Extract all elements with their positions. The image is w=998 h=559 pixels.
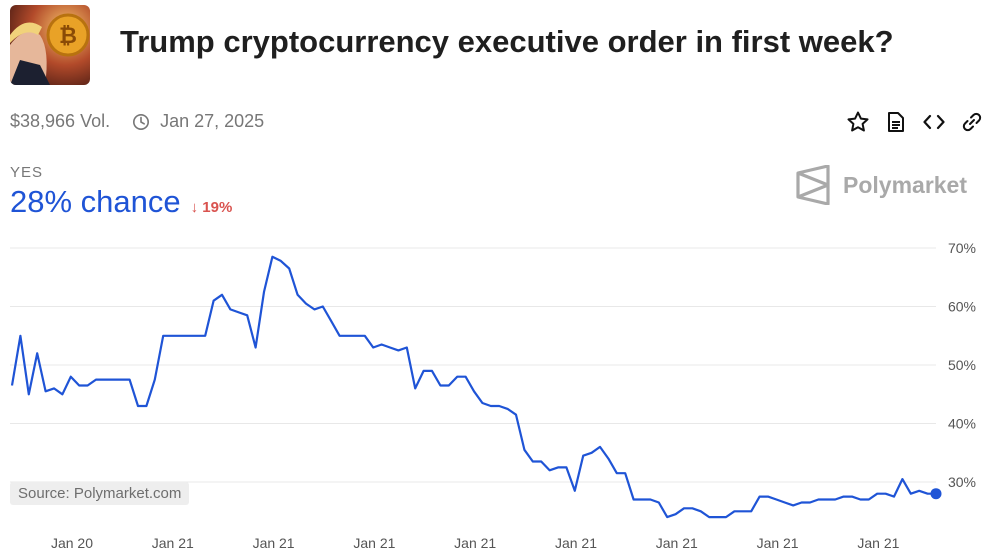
document-icon	[888, 112, 904, 132]
polymarket-logo-icon	[796, 165, 830, 205]
x-tick-label: Jan 21	[656, 535, 698, 551]
y-tick-label: 60%	[948, 299, 976, 315]
chance-row: 28% chance ↓ 19%	[10, 184, 232, 220]
code-icon	[923, 114, 945, 130]
y-tick-label: 50%	[948, 357, 976, 373]
x-tick-label: Jan 21	[555, 535, 597, 551]
probability-chart: 70% 60% 50% 40% 30% Jan 20 Jan 21 Jan 21 Jan 21 J…	[10, 240, 976, 551]
x-tick-label: Jan 20	[51, 535, 93, 551]
x-tick-label: Jan 21	[152, 535, 194, 551]
x-tick-label: Jan 21	[353, 535, 395, 551]
clock-icon	[133, 113, 150, 130]
x-tick-label: Jan 21	[454, 535, 496, 551]
end-date-label: Jan 27, 2025	[160, 111, 265, 131]
svg-text:₿: ₿	[59, 24, 77, 49]
star-icon	[847, 111, 869, 132]
source-label: Source: Polymarket.com	[10, 482, 190, 505]
outcome-label: YES	[10, 164, 44, 181]
y-tick-label: 70%	[948, 240, 976, 256]
series-line	[10, 255, 936, 519]
rules-button[interactable]	[884, 110, 908, 134]
chance-change: ↓ 19%	[191, 199, 233, 216]
polymarket-logo: Polymarket	[795, 165, 967, 205]
market-meta: $38,966 Vol. Jan 27, 2025	[10, 111, 264, 132]
chance-value: 28% chance	[10, 184, 181, 219]
link-icon	[962, 112, 982, 132]
y-tick-label: 30%	[948, 474, 976, 490]
current-point	[930, 488, 942, 500]
x-tick-label: Jan 21	[253, 535, 295, 551]
brand-name: Polymarket	[843, 171, 968, 198]
x-tick-label: Jan 21	[857, 535, 899, 551]
y-tick-label: 40%	[948, 416, 976, 432]
action-toolbar	[846, 110, 984, 134]
market-title: Trump cryptocurrency executive order in …	[120, 24, 894, 59]
volume-label: $38,966 Vol.	[10, 111, 111, 131]
embed-button[interactable]	[922, 110, 946, 134]
market-thumbnail: ₿	[10, 5, 90, 85]
arrow-down-icon: ↓	[190, 199, 199, 216]
copy-link-button[interactable]	[960, 110, 984, 134]
x-tick-label: Jan 21	[757, 535, 799, 551]
chance-change-value: 19%	[202, 199, 233, 216]
bookmark-button[interactable]	[846, 110, 870, 134]
